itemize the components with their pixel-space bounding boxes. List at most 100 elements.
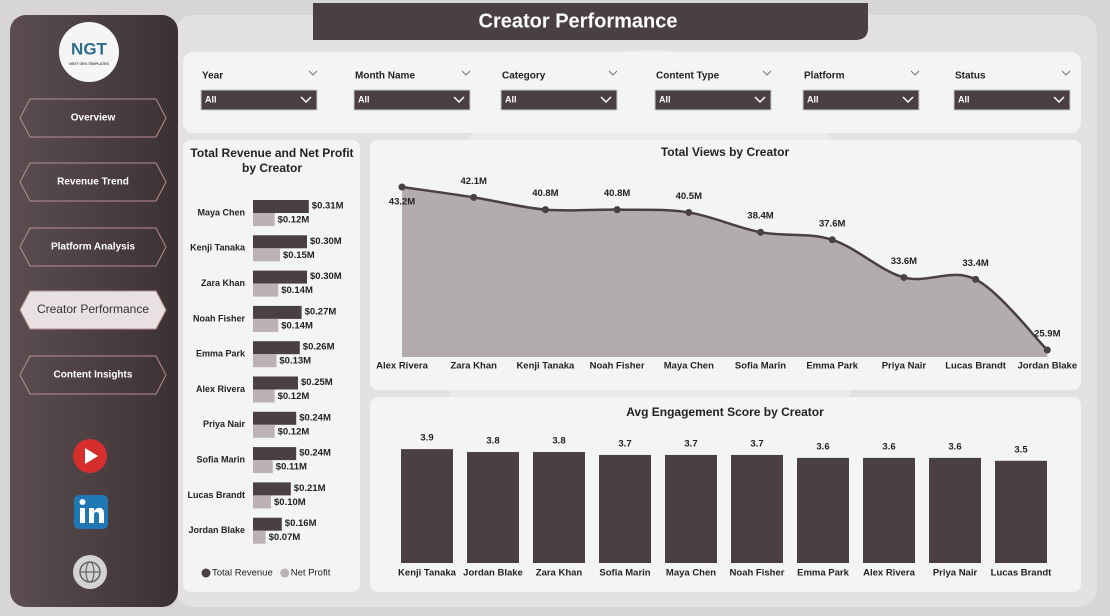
filter-value: All [205,94,217,104]
data-label: 33.6M [891,256,917,267]
logo [59,22,119,82]
filter-chevron [308,70,318,76]
data-label: 3.5 [1014,444,1028,455]
data-label: $0.12M [278,426,310,437]
point [900,273,908,281]
logo-text: NGT [71,39,108,58]
data-label: $0.13M [279,356,311,367]
nav-label: Overview [71,113,116,124]
youtube-icon[interactable] [73,439,107,473]
nav-button[interactable] [19,98,167,138]
data-label: 3.6 [882,441,895,452]
data-label: $0.07M [269,532,301,543]
x-tick-label: Sofia Marin [599,568,650,579]
point [541,206,549,214]
nav-label: Platform Analysis [51,242,136,253]
bar [253,530,266,544]
legend-marker [201,568,211,578]
data-label: 38.4M [747,211,773,222]
y-tick-label: Noah Fisher [193,313,246,323]
data-label: $0.31M [312,201,344,212]
y-tick-label: Emma Park [196,349,246,359]
nav-label: Creator Performance [37,302,149,316]
x-tick-label: Noah Fisher [590,361,645,372]
filter-value: All [505,94,517,104]
filter-dropdown[interactable] [654,89,772,111]
chart-title: Total Revenue and Net Profit by Creator [190,146,354,175]
point [470,193,478,201]
data-label: 25.9M [1034,329,1060,340]
bar [797,457,849,563]
filter-chevron [461,70,471,76]
filter-label: Year [202,71,223,82]
logo-subtitle: NEXT GEN TEMPLATES [69,62,109,66]
data-label: 3.7 [618,438,631,449]
x-tick-label: Noah Fisher [730,568,785,579]
y-tick-label: Alex Rivera [196,384,246,394]
data-label: $0.14M [281,285,313,296]
web-icon[interactable] [73,555,107,589]
data-label: $0.15M [283,250,315,261]
bar [863,457,915,563]
data-label: 3.7 [750,438,763,449]
bar [253,482,291,496]
bar [253,447,297,461]
page-title: Creator Performance [479,10,678,32]
filter-dropdown[interactable] [953,89,1071,111]
data-label: $0.16M [285,518,317,529]
filter-chevron [762,70,772,76]
y-tick-label: Priya Nair [203,419,246,429]
linkedin-icon[interactable] [74,495,108,529]
x-tick-label: Priya Nair [933,568,978,579]
nav-button[interactable] [19,290,167,330]
x-tick-label: Lucas Brandt [945,361,1007,372]
filter-dropdown[interactable] [802,89,920,111]
bar [253,460,273,474]
filter-value: All [358,94,370,104]
y-tick-label: Maya Chen [197,207,245,217]
filter-dropdown[interactable] [500,89,618,111]
nav-button[interactable] [19,162,167,202]
nav-button[interactable] [19,227,167,267]
nav-button[interactable] [19,355,167,395]
bar [533,452,585,563]
filter-chevron [1061,70,1071,76]
bar [253,213,275,226]
bar [253,354,277,368]
legend-label: Total Revenue [212,568,273,579]
data-label: $0.12M [278,391,310,402]
data-label: 3.6 [816,441,829,452]
point [685,208,693,216]
bar [253,389,275,403]
x-tick-label: Maya Chen [666,568,716,579]
data-label: $0.10M [274,497,306,508]
nav-label: Content Insights [54,370,133,381]
bar [253,248,280,262]
filter-value: All [659,94,671,104]
bar [253,235,307,249]
data-label: $0.24M [299,448,331,459]
data-label: 3.6 [948,441,961,452]
filter-label: Content Type [656,71,720,82]
dropdown-chevron [600,96,612,104]
y-tick-label: Sofia Marin [196,454,245,464]
bar [253,270,307,284]
filter-value: All [958,94,970,104]
filter-dropdown[interactable] [200,89,318,111]
data-label: 3.7 [684,438,697,449]
y-tick-label: Kenji Tanaka [190,243,246,253]
dropdown-chevron [453,96,465,104]
x-tick-label: Jordan Blake [1017,361,1077,372]
filter-panel [183,52,1081,133]
bar [253,424,275,438]
data-label: $0.24M [299,412,331,423]
data-label: $0.11M [276,462,307,473]
line [401,185,1049,351]
filter-dropdown[interactable] [353,89,471,111]
dropdown-chevron [754,96,766,104]
bar [253,318,279,332]
x-tick-label: Kenji Tanaka [398,568,457,579]
bar [731,454,783,563]
data-label: $0.26M [303,342,335,353]
dropdown-chevron [1053,96,1065,104]
